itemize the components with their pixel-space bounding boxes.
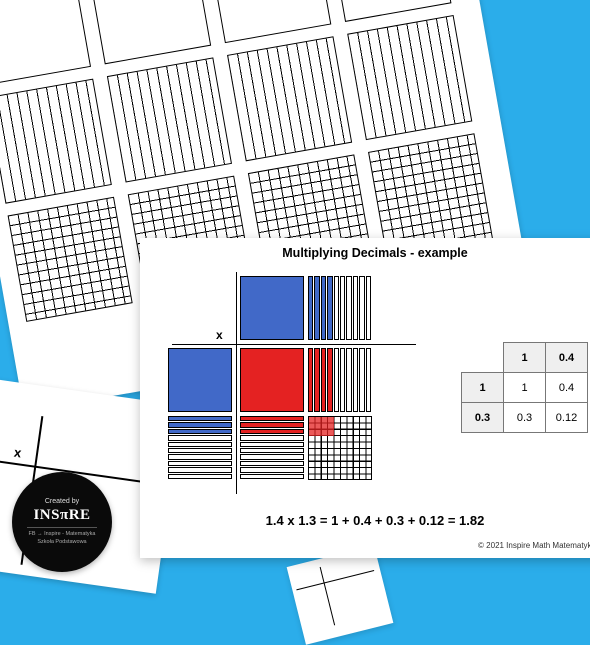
brand-prefix: INS [33,507,60,523]
table-col-header: 0.4 [546,343,588,373]
table-row-header: 1 [462,373,504,403]
unit-block [0,0,91,86]
table-cell: 0.4 [546,373,588,403]
tiny-worksheet [287,545,394,644]
multiply-symbol: x [216,328,223,342]
unit-block [86,0,211,64]
card-title: Multiplying Decimals - example [140,246,590,260]
tenths-block [227,36,352,161]
table-cell: 0.12 [546,403,588,433]
header-v-tenths [168,416,232,480]
tenths-block [0,79,112,204]
area-model: x [158,266,420,504]
brand-suffix: RE [69,507,91,523]
vertical-axis [236,272,237,494]
product-table: 1 0.4 1 1 0.4 0.3 0.3 0.12 [461,342,588,433]
product-1x0.4 [308,348,372,412]
table-cell: 0.3 [504,403,546,433]
product-0.3x0.4 [308,416,372,480]
header-v-unit [168,348,232,412]
example-card: Multiplying Decimals - example x 1 0.4 1… [140,238,590,558]
header-h-unit [240,276,304,340]
tenths-block [107,57,232,182]
copyright: © 2021 Inspire Math Matematyka [478,541,590,550]
badge-divider [27,527,97,528]
table-row-header: 0.3 [462,403,504,433]
equation: 1.4 x 1.3 = 1 + 0.4 + 0.3 + 0.12 = 1.82 [140,513,590,528]
hundredths-block [8,197,133,322]
mini-x-symbol: x [13,445,22,461]
tenths-block [347,15,472,140]
table-cell: 1 [504,373,546,403]
header-h-tenths [308,276,372,340]
badge-sub1: FB → Inspire - Matematyka [29,531,96,538]
logo-badge: Created by INSπRE FB → Inspire - Matemat… [12,472,112,572]
badge-brand: INSπRE [33,507,90,524]
brand-pi: π [60,507,69,523]
badge-created-by: Created by [45,498,79,505]
table-empty [462,343,504,373]
unit-block [206,0,331,43]
horizontal-axis [172,344,416,345]
product-1x1 [240,348,304,412]
product-0.3x0.4-fill [309,417,334,436]
badge-sub2: Szkoła Podstawowa [37,539,86,546]
table-col-header: 1 [504,343,546,373]
product-0.3x1 [240,416,304,480]
